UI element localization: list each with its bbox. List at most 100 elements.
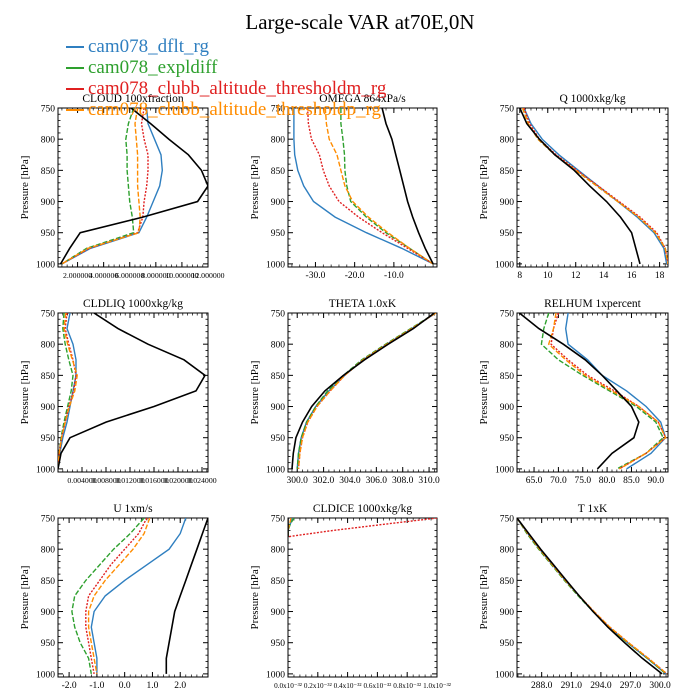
x-tick-label: 0.0 — [119, 681, 131, 691]
x-tick-label: 308.0 — [392, 476, 414, 486]
y-tick-label: 750 — [271, 310, 286, 320]
y-tick-label: 750 — [500, 105, 515, 115]
series-line — [381, 108, 434, 265]
y-tick-label: 750 — [41, 310, 56, 320]
series-line — [518, 313, 640, 470]
subplot: T 1xK Pressure [hPa] 750 800 850 900 950 1000 28… — [478, 503, 671, 691]
series-line — [90, 518, 187, 674]
plot-frame — [57, 312, 209, 473]
x-tick-label: 306.0 — [366, 476, 388, 486]
x-tick-label: 2.000000 — [63, 271, 92, 280]
subplot: CLOUD 100xfraction Pressure [hPa] 750 800 85… — [19, 93, 225, 280]
subplot: U 1xm/s Pressure [hPa] 750 800 850 900 950 1000… — [19, 503, 209, 691]
x-tick-label: 16 — [627, 271, 637, 281]
subplot: OMEGA 864xPa/s Pressure [hPa] 750 800 850 900… — [249, 93, 438, 281]
y-tick-label: 850 — [500, 577, 515, 587]
subplot: RELHUM 1xpercent Pressure [hPa] 750 800 850 9… — [478, 298, 669, 486]
legend-item: cam078_clubb_altitude_thresholdm_rg — [66, 78, 386, 99]
y-tick-label: 950 — [271, 229, 286, 239]
x-tick-label: -1.0 — [89, 681, 104, 691]
x-tick-label: 8.000000 — [141, 271, 170, 280]
x-tick-label: 12 — [571, 271, 581, 281]
legend-swatch — [66, 108, 84, 111]
y-tick-label: 750 — [500, 310, 515, 320]
x-tick-label: 80.0 — [599, 476, 616, 486]
x-tick-label: 70.0 — [550, 476, 567, 486]
series-line — [297, 313, 437, 469]
series-line — [296, 313, 437, 469]
y-axis-label: Pressure [hPa] — [19, 361, 31, 425]
x-tick-label: 0.012000 — [115, 476, 144, 485]
series-line — [58, 313, 74, 469]
subplot-title: CLOUD 100xfraction — [82, 93, 183, 105]
y-tick-label: 750 — [271, 515, 286, 525]
series-line — [340, 108, 434, 265]
y-tick-label: 900 — [41, 198, 56, 208]
x-tick-label: 0.2x10⁻³² — [304, 682, 332, 690]
series-line — [306, 108, 434, 265]
x-tick-label: -30.0 — [306, 271, 326, 281]
x-tick-label: 12.000000 — [191, 271, 224, 280]
x-tick-label: 14 — [599, 271, 609, 281]
y-tick-label: 750 — [41, 515, 56, 525]
y-tick-label: 950 — [500, 229, 515, 239]
y-tick-label: 800 — [271, 546, 286, 556]
series-line — [521, 108, 668, 265]
x-tick-label: 0.024000 — [187, 476, 216, 485]
legend-swatch — [66, 45, 84, 48]
y-tick-label: 1000 — [36, 260, 55, 270]
series-line — [521, 108, 668, 265]
x-tick-label: 4.000000 — [89, 271, 118, 280]
legend-item: cam078_dflt_rg — [66, 36, 386, 57]
x-tick-label: 8 — [517, 271, 522, 281]
y-tick-label: 1000 — [36, 670, 55, 680]
x-tick-label: 0.016000 — [139, 476, 168, 485]
subplot: CLDLIQ 1000xkg/kg Pressure [hPa] 750 800 850… — [19, 298, 217, 485]
x-tick-label: 0.004000 — [67, 476, 96, 485]
x-tick-label: 0.4x10⁻³² — [334, 682, 362, 690]
series-line — [59, 108, 208, 265]
x-tick-label: 2.0 — [174, 681, 186, 691]
legend-item: cam078_clubb_altitude_thresholdp_rg — [66, 99, 386, 120]
x-tick-label: 0.8x10⁻³² — [393, 682, 421, 690]
subplot-title: Q 1000xkg/kg — [559, 93, 625, 105]
x-tick-label: 1.0x10⁻³² — [423, 682, 451, 690]
y-tick-label: 850 — [41, 167, 56, 177]
legend-label: cam078_expldiff — [88, 57, 218, 78]
y-tick-label: 900 — [271, 198, 286, 208]
x-tick-label: 0.008000 — [91, 476, 120, 485]
y-tick-label: 1000 — [266, 260, 285, 270]
series-line — [517, 518, 667, 675]
y-tick-label: 850 — [41, 372, 56, 382]
series-line — [523, 108, 668, 265]
y-tick-label: 850 — [500, 167, 515, 177]
series-line — [165, 518, 208, 674]
x-tick-label: 10.000000 — [165, 271, 198, 280]
y-tick-label: 950 — [41, 229, 56, 239]
x-tick-label: 18 — [655, 271, 665, 281]
y-tick-label: 950 — [271, 434, 286, 444]
series-line — [517, 518, 667, 675]
y-tick-label: 900 — [41, 608, 56, 618]
y-tick-label: 1000 — [36, 465, 55, 475]
y-tick-label: 1000 — [266, 670, 285, 680]
y-tick-label: 850 — [271, 372, 286, 382]
y-tick-label: 800 — [271, 341, 286, 351]
y-tick-label: 950 — [500, 639, 515, 649]
x-tick-label: 65.0 — [526, 476, 543, 486]
y-tick-label: 900 — [500, 198, 515, 208]
y-tick-label: 950 — [41, 434, 56, 444]
legend-label: cam078_clubb_altitude_thresholdp_rg — [88, 99, 382, 120]
x-tick-label: 294.0 — [590, 681, 612, 691]
y-tick-label: 750 — [271, 105, 286, 115]
y-tick-label: 800 — [41, 546, 56, 556]
y-tick-label: 900 — [271, 403, 286, 413]
legend-label: cam078_clubb_altitude_thresholdm_rg — [88, 78, 387, 99]
y-tick-label: 950 — [41, 639, 56, 649]
y-axis-label: Pressure [hPa] — [249, 156, 261, 220]
legend-item: cam078_expldiff — [66, 57, 386, 78]
series-line — [58, 313, 207, 470]
x-tick-label: -2.0 — [62, 681, 77, 691]
legend-swatch — [66, 66, 84, 69]
